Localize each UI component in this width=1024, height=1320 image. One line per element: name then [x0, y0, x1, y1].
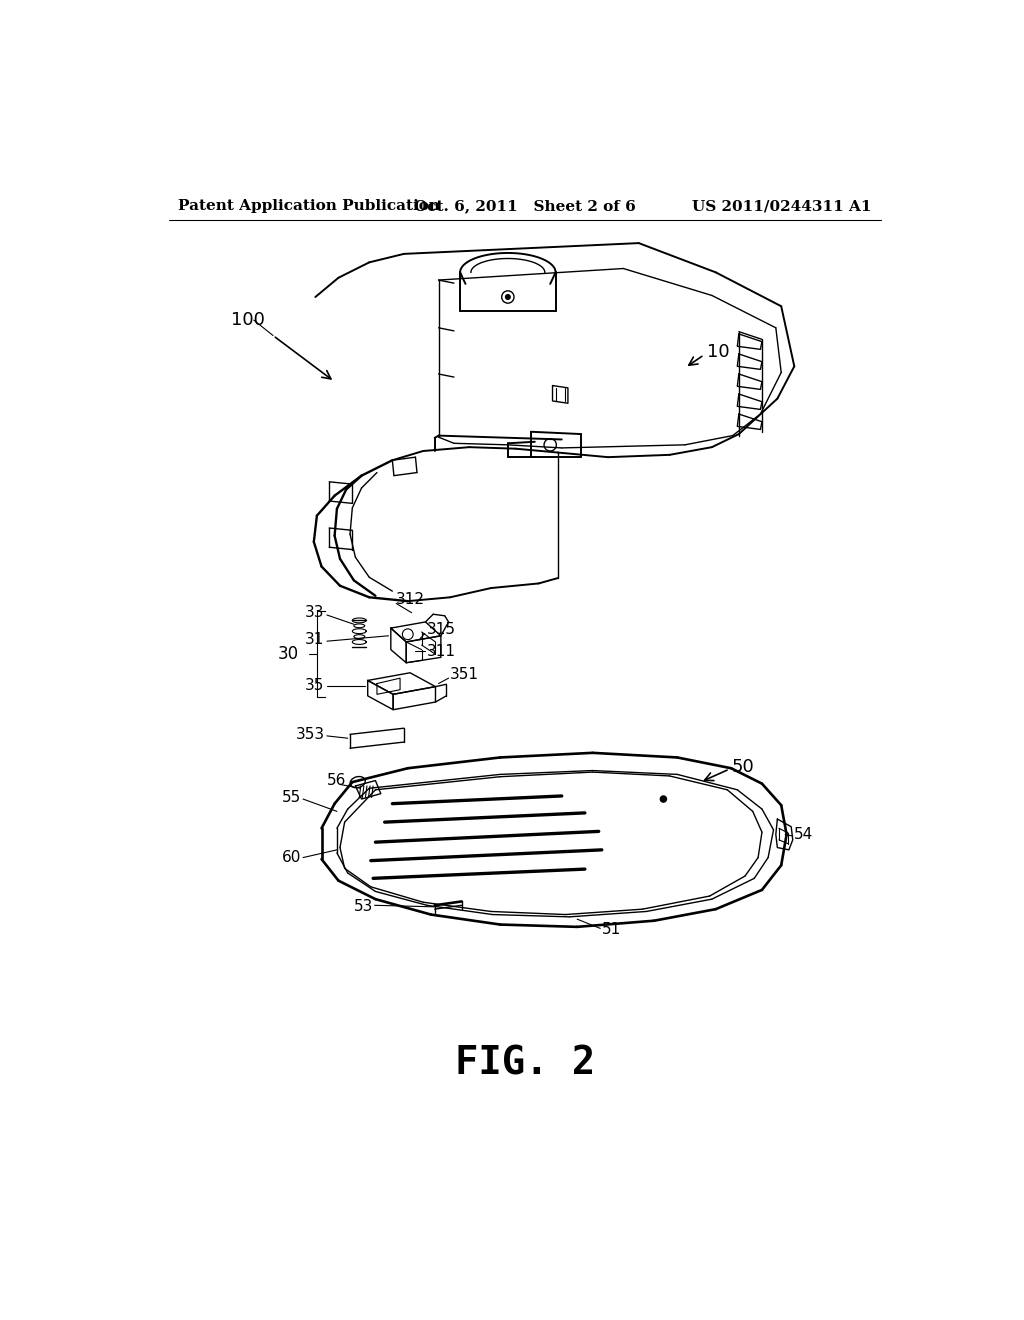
Text: 55: 55 [283, 789, 301, 805]
Circle shape [506, 294, 510, 300]
Text: 31: 31 [305, 632, 325, 647]
Text: 312: 312 [396, 593, 425, 607]
Text: 35: 35 [305, 678, 325, 693]
Text: 60: 60 [283, 850, 301, 865]
Text: 353: 353 [296, 727, 325, 742]
Text: US 2011/0244311 A1: US 2011/0244311 A1 [692, 199, 871, 213]
Text: 351: 351 [451, 667, 479, 682]
Text: 50: 50 [731, 758, 754, 776]
Text: 30: 30 [278, 645, 298, 663]
Text: 33: 33 [305, 605, 325, 620]
Text: 10: 10 [707, 343, 729, 362]
Text: 56: 56 [327, 774, 346, 788]
Text: 100: 100 [230, 312, 264, 329]
Text: 53: 53 [353, 899, 373, 915]
Text: Oct. 6, 2011   Sheet 2 of 6: Oct. 6, 2011 Sheet 2 of 6 [414, 199, 636, 213]
Text: 315: 315 [427, 622, 456, 638]
Text: 51: 51 [602, 923, 621, 937]
Circle shape [660, 796, 667, 803]
Text: FIG. 2: FIG. 2 [455, 1044, 595, 1082]
Text: Patent Application Publication: Patent Application Publication [178, 199, 440, 213]
Text: 54: 54 [795, 826, 813, 842]
Text: 311: 311 [427, 644, 456, 659]
